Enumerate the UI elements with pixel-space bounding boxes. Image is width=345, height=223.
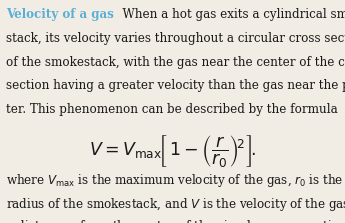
Text: where $V_{\mathrm{max}}$ is the maximum velocity of the gas, $r_0$ is the: where $V_{\mathrm{max}}$ is the maximum … (6, 172, 344, 189)
Text: Velocity of a gas: Velocity of a gas (6, 8, 114, 21)
Text: $V = V_{\mathrm{max}}\!\left[\,1 - \left(\dfrac{r}{r_0}\right)^{\!2}\right]\!.$: $V = V_{\mathrm{max}}\!\left[\,1 - \left… (89, 133, 256, 169)
Text: radius of the smokestack, and $V$ is the velocity of the gas at: radius of the smokestack, and $V$ is the… (6, 196, 345, 213)
Text: ter. This phenomenon can be described by the formula: ter. This phenomenon can be described by… (6, 103, 338, 116)
Text: section having a greater velocity than the gas near the perime-: section having a greater velocity than t… (6, 79, 345, 92)
Text: of the smokestack, with the gas near the center of the cross: of the smokestack, with the gas near the… (6, 56, 345, 68)
Text: stack, its velocity varies throughout a circular cross section: stack, its velocity varies throughout a … (6, 32, 345, 45)
Text: a distance $r$ from the center of the circular cross section.: a distance $r$ from the center of the ci… (6, 219, 345, 223)
Text: When a hot gas exits a cylindrical smoke-: When a hot gas exits a cylindrical smoke… (115, 8, 345, 21)
